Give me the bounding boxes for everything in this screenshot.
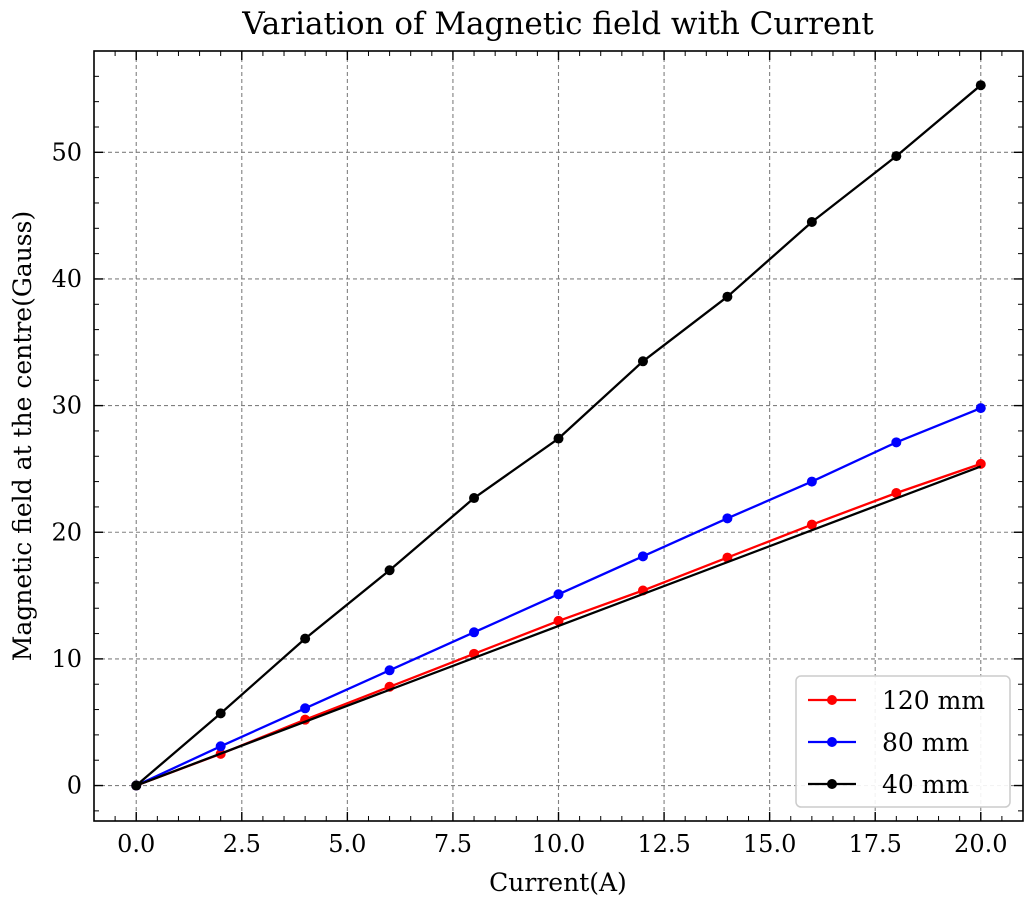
x-tick-label-8: 20.0 — [954, 830, 1007, 858]
series-2-point-9 — [891, 151, 902, 162]
legend-entry-1: 80 mm — [882, 728, 969, 757]
x-tick-label-1: 2.5 — [223, 830, 261, 858]
x-tick-label-3: 7.5 — [434, 830, 472, 858]
legend-marker-0 — [827, 695, 837, 705]
y-axis-label: Magnetic field at the centre(Gauss) — [8, 211, 37, 661]
y-tick-label-4: 40 — [51, 265, 82, 293]
legend-entry-0: 120 mm — [882, 686, 985, 715]
series-1-point-2 — [300, 703, 311, 714]
y-tick-label-3: 30 — [51, 392, 82, 420]
series-1-point-6 — [637, 551, 648, 562]
series-2-point-0 — [131, 780, 142, 791]
legend: 120 mm 80 mm 40 mm — [795, 675, 1011, 808]
x-tick-label-0: 0.0 — [117, 830, 155, 858]
series-1-point-8 — [806, 476, 817, 487]
series-1-point-3 — [384, 665, 395, 676]
series-2-point-4 — [469, 493, 480, 504]
chart-title: Variation of Magnetic field with Current — [241, 6, 874, 42]
series-group — [131, 80, 986, 791]
y-tick-label-0: 0 — [67, 772, 82, 800]
legend-box — [795, 675, 1011, 808]
y-tick-label-1: 10 — [51, 645, 82, 673]
x-tick-label-2: 5.0 — [328, 830, 366, 858]
series-0-point-9 — [891, 487, 902, 498]
series-line-3 — [135, 465, 982, 787]
x-tick-label-6: 15.0 — [743, 830, 796, 858]
series-2-point-10 — [975, 80, 986, 91]
x-tick-label-4: 10.0 — [532, 830, 585, 858]
y-tick-label-2: 20 — [51, 518, 82, 546]
ticks — [94, 50, 1024, 821]
series-0-point-8 — [806, 519, 817, 530]
series-1-point-7 — [722, 513, 733, 524]
series-2-point-2 — [300, 633, 311, 644]
series-1-point-1 — [215, 741, 226, 752]
legend-entry-2: 40 mm — [882, 770, 969, 799]
legend-marker-2 — [827, 779, 837, 789]
series-0-point-5 — [553, 615, 564, 626]
series-2-point-7 — [722, 291, 733, 302]
tick-labels: 0.0 2.5 5.0 7.5 10.0 12.5 15.0 17.5 20.0 0 10 20 30 4… — [51, 138, 1007, 858]
series-2-point-8 — [806, 216, 817, 227]
series-1-point-10 — [975, 403, 986, 414]
series-2-point-3 — [384, 565, 395, 576]
series-2-point-1 — [215, 708, 226, 719]
x-axis-label: Current(A) — [489, 868, 627, 897]
x-tick-label-7: 17.5 — [848, 830, 901, 858]
series-2-point-6 — [637, 356, 648, 367]
x-tick-label-5: 12.5 — [637, 830, 690, 858]
series-1-point-4 — [469, 627, 480, 638]
y-tick-label-5: 50 — [51, 138, 82, 166]
series-1-point-9 — [891, 437, 902, 448]
series-1-point-5 — [553, 589, 564, 600]
legend-marker-1 — [827, 737, 837, 747]
series-2-point-5 — [553, 433, 564, 444]
